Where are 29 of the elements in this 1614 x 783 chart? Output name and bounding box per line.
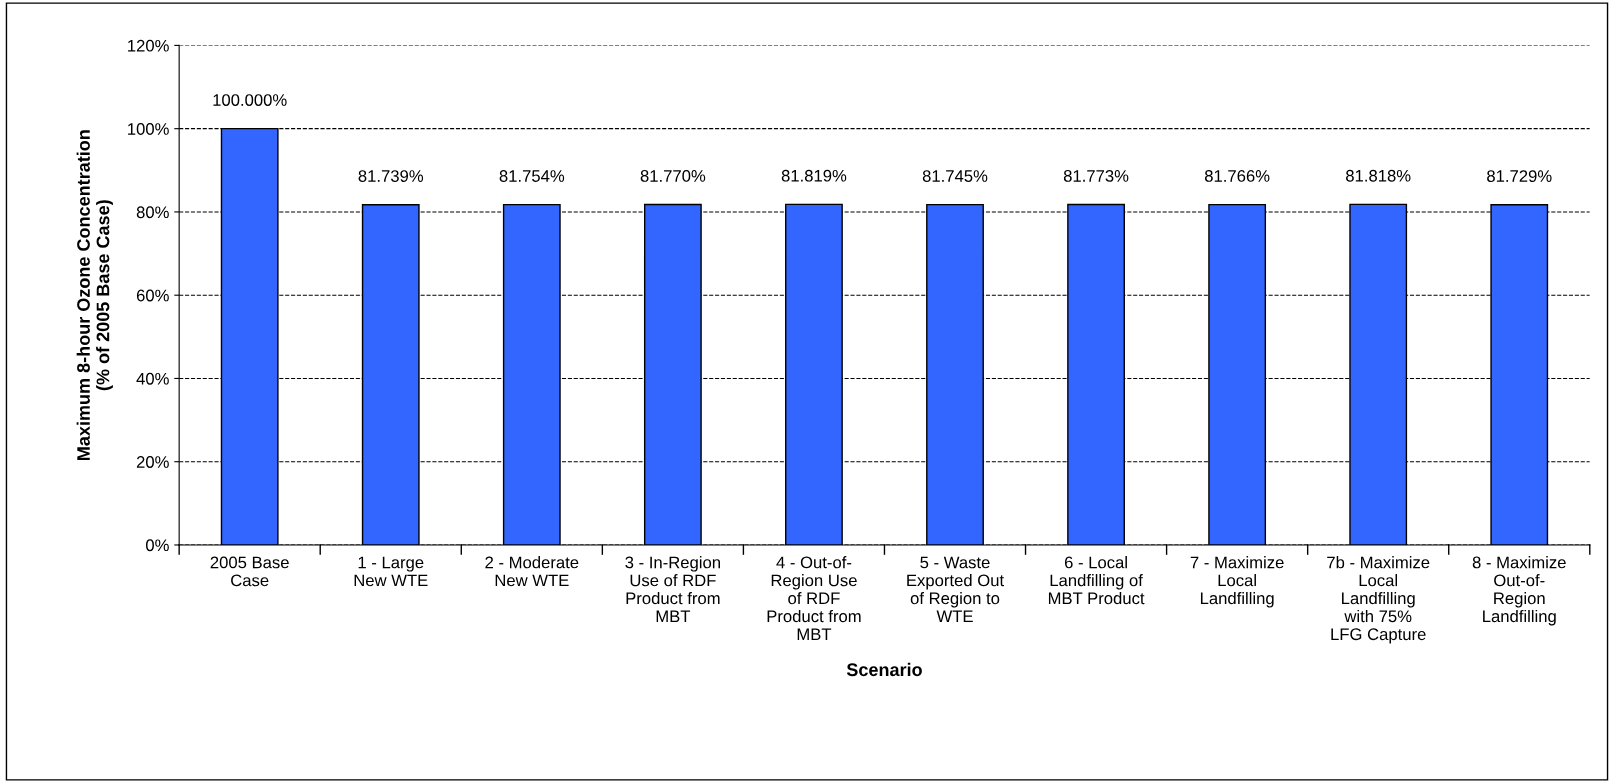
- x-tick-label: 3 - In-Region Use of RDF Product from MBT: [625, 556, 720, 623]
- data-label: 81.754%: [499, 170, 565, 182]
- x-tick-label: 1 - Large New WTE: [354, 556, 428, 587]
- data-label: 81.770%: [640, 170, 706, 182]
- data-label: 81.739%: [358, 170, 424, 182]
- data-label: 81.819%: [781, 169, 847, 182]
- x-tick-label: 8 - Maximize Out-of- Region Landfilling: [1472, 556, 1566, 626]
- y-tick-label: 20%: [136, 456, 169, 468]
- x-tick-label: 5 - Waste Exported Out of Region to WTE: [907, 556, 1004, 623]
- y-axis-title: Maximum 8-hour Ozone Concentration (% of 2005 Base Case): [76, 130, 113, 460]
- data-label: 81.745%: [922, 170, 988, 182]
- y-tick-label: 100%: [128, 123, 169, 135]
- y-tick-label: 120%: [128, 39, 169, 52]
- data-label: 81.766%: [1204, 170, 1270, 182]
- y-tick-label: 60%: [136, 289, 169, 302]
- y-tick-label: 80%: [136, 206, 169, 219]
- x-tick-label: 6 - Local Landfilling of MBT Product: [1048, 556, 1145, 605]
- y-tick-label: 40%: [136, 372, 169, 385]
- x-tick-label: 2 - Moderate New WTE: [485, 556, 579, 587]
- data-label: 81.729%: [1487, 170, 1552, 182]
- x-axis-title: Scenario: [846, 662, 922, 677]
- x-tick-label: 7b - Maximize Local Landfilling with 75% LFG Capture: [1327, 556, 1430, 644]
- data-label: 81.773%: [1063, 170, 1129, 182]
- data-label: 100.000%: [213, 94, 287, 106]
- x-tick-label: 2005 Base Case: [210, 556, 289, 587]
- x-tick-label: 7 - Maximize Local Landfilling: [1190, 556, 1284, 608]
- x-tick-label: 4 - Out-of- Region Use of RDF Product from MBT: [767, 556, 861, 640]
- y-tick-label: 0%: [145, 539, 169, 552]
- data-label: 81.818%: [1346, 169, 1411, 182]
